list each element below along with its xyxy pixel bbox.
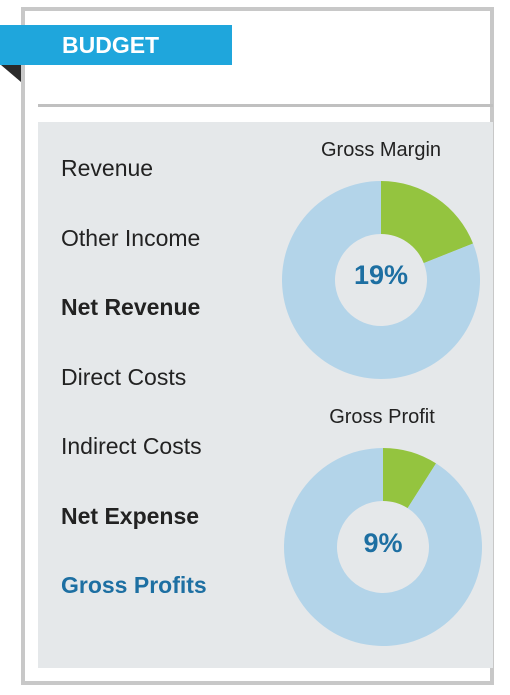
gross-margin-title: Gross Margin	[320, 139, 442, 161]
line-item-other-income: Other Income	[61, 225, 201, 251]
line-item-direct-costs: Direct Costs	[61, 364, 187, 390]
gross-margin-percent: 19%	[353, 260, 409, 290]
line-item-net-revenue: Net Revenue	[61, 294, 201, 320]
gross-profit-remaining-slice	[284, 448, 482, 646]
gross-profit-percent: 9%	[363, 528, 403, 558]
line-item-indirect-costs: Indirect Costs	[61, 433, 202, 459]
budget-header-ribbon: BUDGET	[0, 25, 232, 65]
line-item-gross-profits: Gross Profits	[61, 572, 207, 598]
gross-margin-donut	[281, 181, 480, 379]
gross-profit-donut	[284, 448, 482, 646]
gross-profit-filled-slice	[383, 448, 437, 509]
gross-margin-remaining-slice	[281, 181, 480, 379]
header-divider	[38, 104, 493, 107]
gross-margin-filled-slice	[381, 181, 474, 264]
line-item-net-expense: Net Expense	[61, 503, 200, 529]
budget-title: BUDGET	[62, 32, 160, 58]
ribbon-fold	[1, 65, 21, 82]
gross-profit-title: Gross Profit	[329, 406, 435, 428]
line-item-revenue: Revenue	[61, 155, 154, 181]
